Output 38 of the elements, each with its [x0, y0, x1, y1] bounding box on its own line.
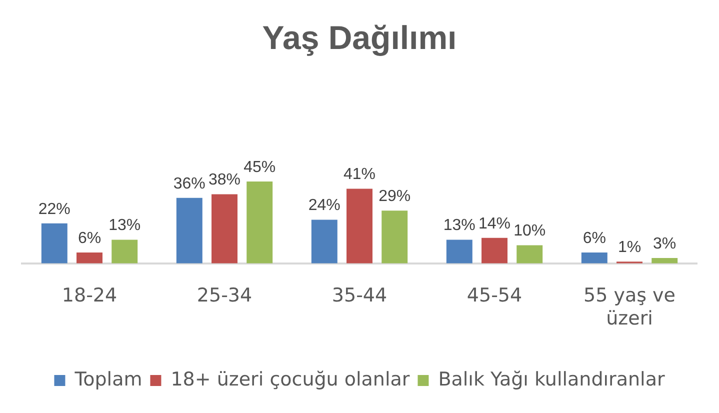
data-label: 29%: [378, 188, 411, 206]
bar: [176, 198, 202, 264]
data-label: 6%: [582, 230, 606, 247]
data-label: 22%: [38, 200, 70, 218]
data-label: 10%: [514, 222, 546, 240]
data-label: 45%: [244, 158, 276, 176]
x-tick-label: 55 yaş ve üzeri: [584, 284, 676, 330]
data-label: 24%: [308, 197, 340, 214]
x-tick-label: 25-34: [196, 284, 252, 307]
data-label: 3%: [653, 235, 676, 252]
legend-label: 18+ üzeri çocuğu olanlar: [170, 368, 410, 390]
bar: [76, 252, 102, 264]
bar: [41, 223, 68, 264]
data-label: 13%: [443, 217, 476, 234]
data-label: 36%: [173, 175, 206, 192]
data-label: 41%: [343, 166, 376, 184]
bar: [346, 188, 372, 264]
data-label: 6%: [78, 230, 102, 247]
bar: [581, 252, 608, 264]
bar: [382, 210, 408, 264]
data-label: 14%: [478, 215, 511, 232]
bar: [212, 194, 238, 264]
x-tick-label: 18-24: [62, 284, 118, 307]
x-tick-label: 35-44: [332, 284, 388, 307]
bar: [112, 240, 138, 264]
legend-label: Toplam: [74, 368, 142, 390]
bar: [516, 245, 543, 264]
data-label: 1%: [618, 238, 642, 256]
x-tick-label: 45-54: [466, 284, 522, 307]
bar: [311, 220, 338, 264]
legend-label: Balık Yağı kullandıranlar: [438, 368, 665, 390]
bar: [652, 258, 678, 264]
data-label: 38%: [208, 172, 241, 189]
data-label: 13%: [108, 217, 141, 234]
bar: [246, 181, 273, 264]
bar: [446, 240, 472, 264]
bar: [482, 238, 508, 264]
chart-title: Yaş Dağılımı: [262, 18, 457, 56]
